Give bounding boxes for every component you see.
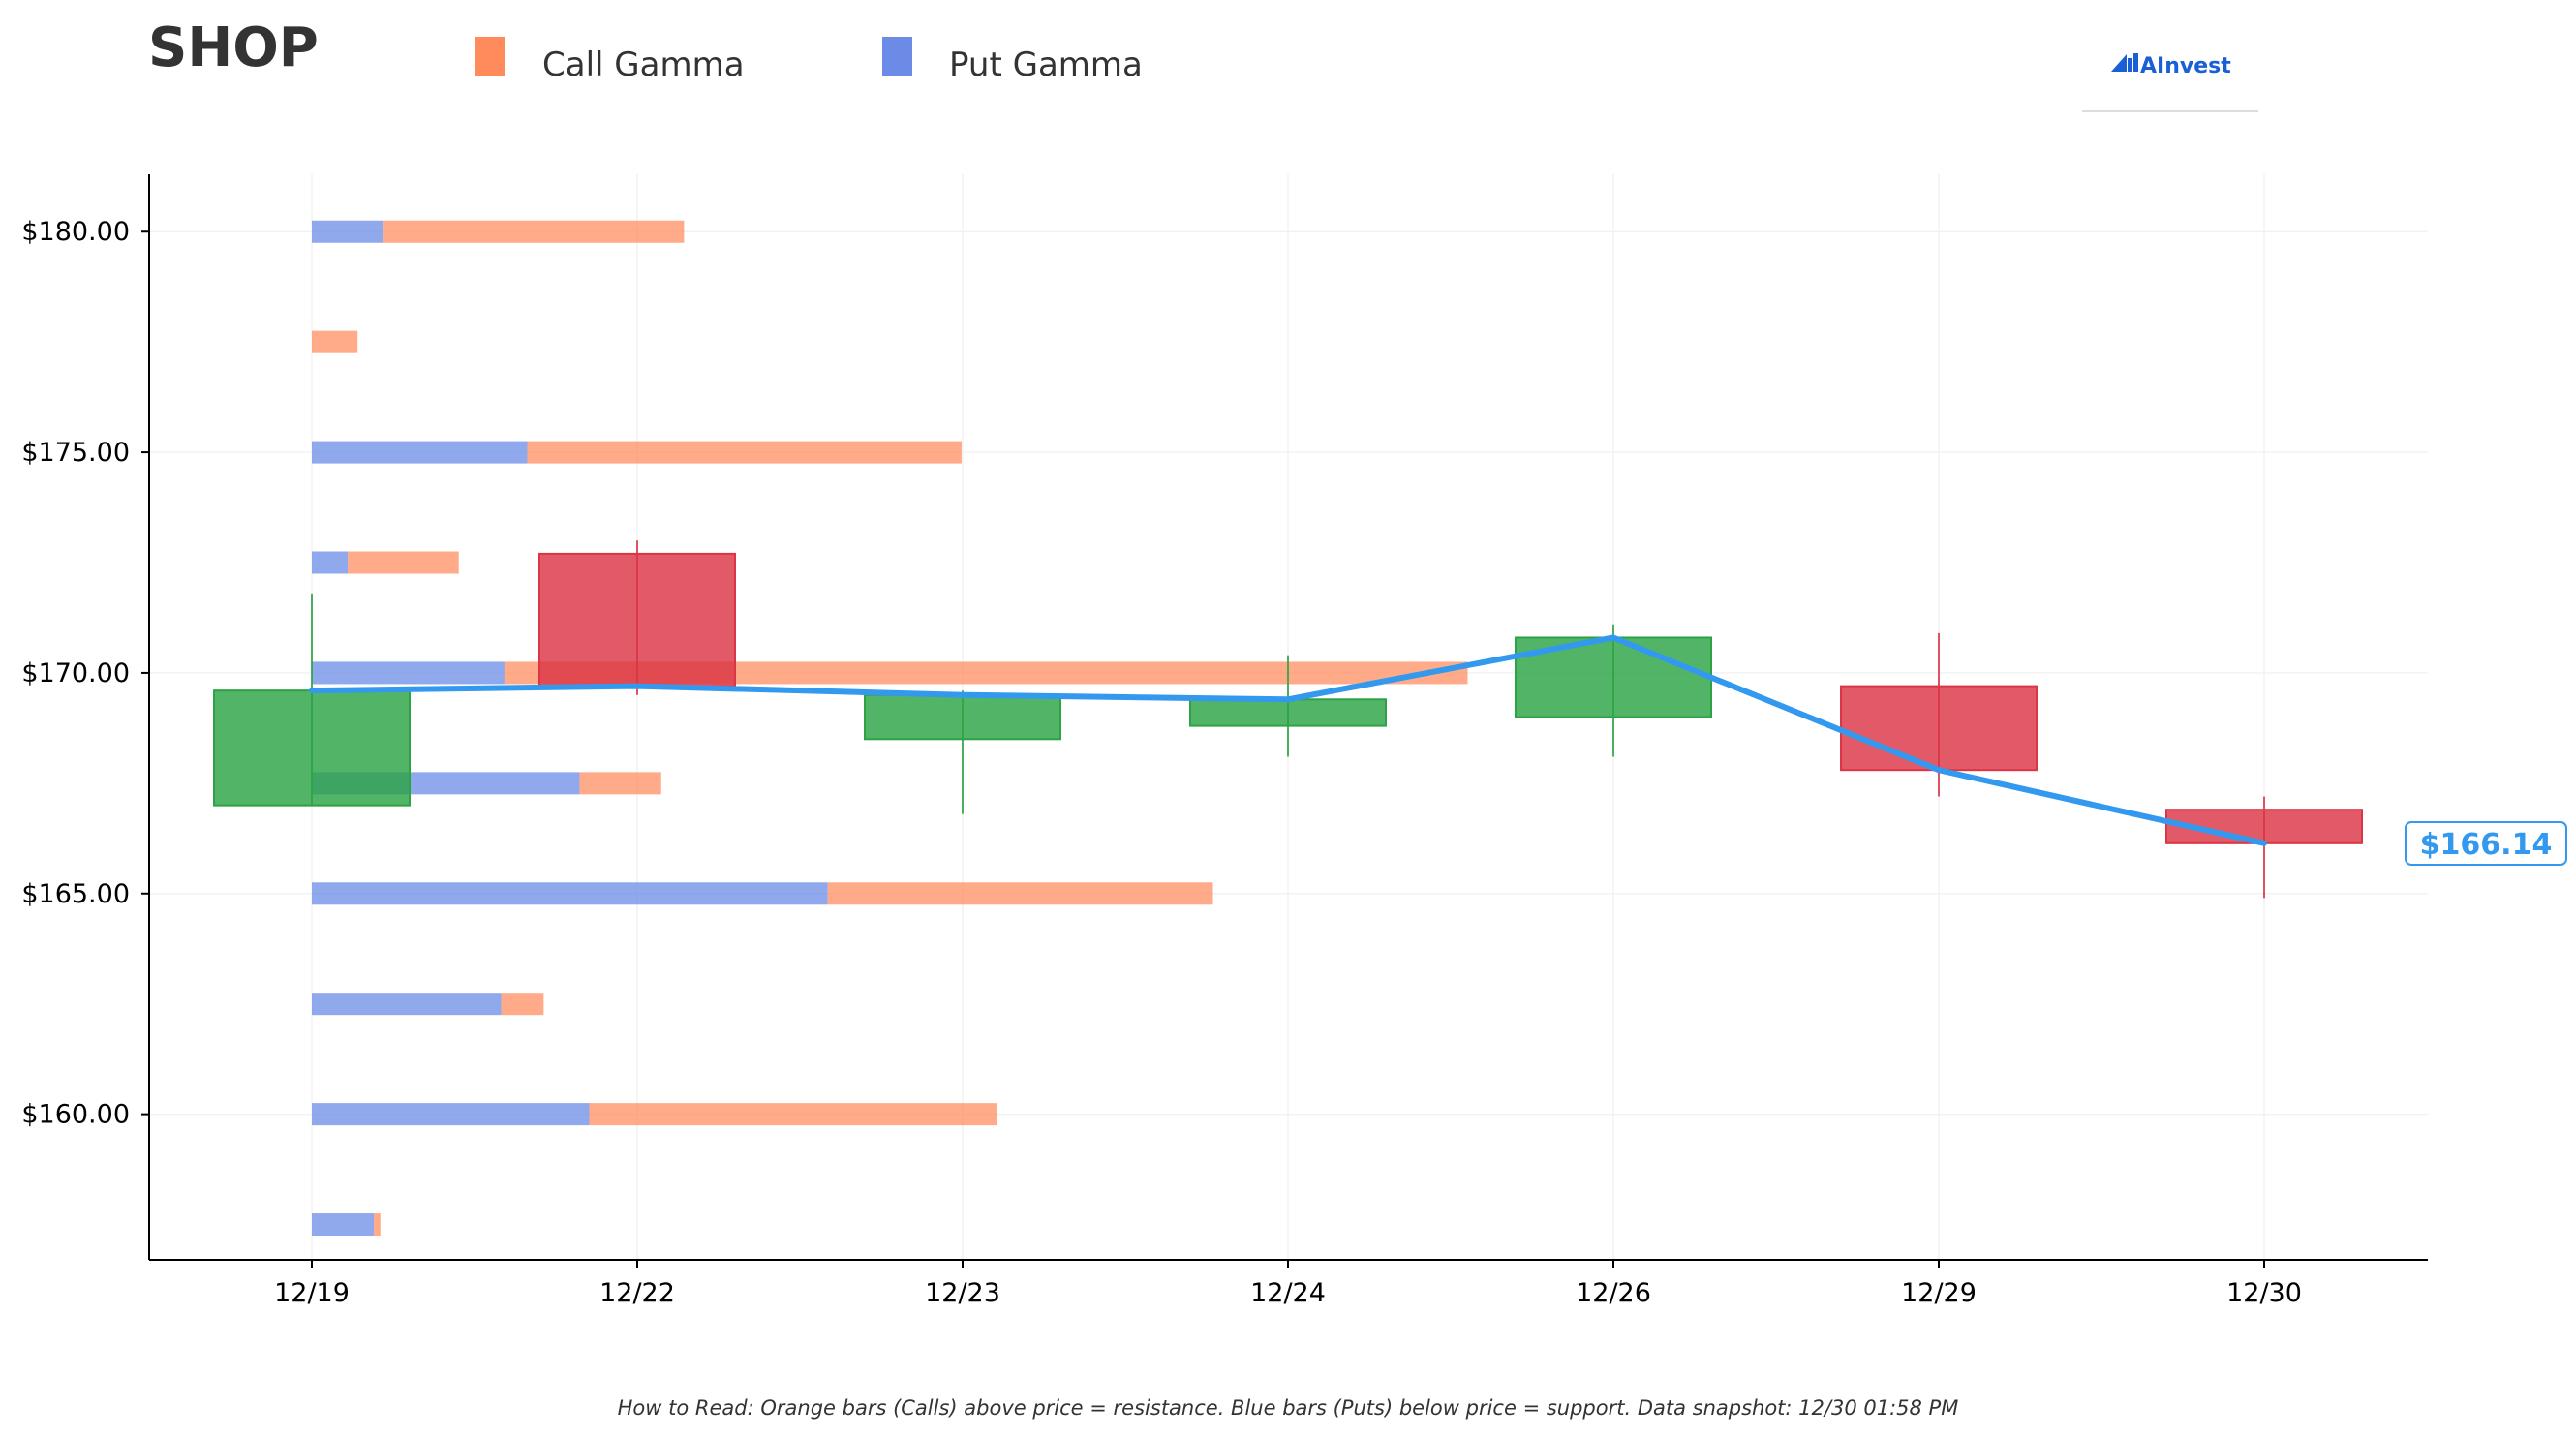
chart-bars-icon: [2111, 53, 2138, 72]
x-axis-ticks: 12/19 12/22 12/23 12/24 12/26 12/29 12/30: [274, 1260, 2302, 1308]
y-tick-label: $160.00: [21, 1100, 130, 1130]
candle-body: [1840, 685, 2038, 772]
candle-body: [864, 693, 1061, 741]
put-gamma-bar: [312, 220, 384, 243]
x-tick-label: 12/26: [1576, 1278, 1651, 1308]
candle: [1840, 632, 2038, 797]
footer-note: How to Read: Orange bars (Calls) above p…: [618, 1396, 1959, 1420]
x-tick-label: 12/23: [925, 1278, 1000, 1308]
legend-put-label: Put Gamma: [949, 46, 1143, 84]
call-gamma-bar: [504, 661, 1468, 685]
call-gamma-bar: [312, 330, 358, 353]
y-tick-label: $180.00: [21, 217, 130, 247]
call-gamma-bar: [501, 993, 544, 1016]
close-line: [309, 634, 2267, 846]
call-gamma-bar: [579, 772, 661, 795]
x-tick-label: 12/30: [2226, 1278, 2302, 1308]
x-tick-label: 12/29: [1901, 1278, 1977, 1308]
call-gamma-bar: [827, 882, 1213, 905]
legend-put-swatch: [882, 37, 912, 76]
y-tick-label: $165.00: [21, 879, 130, 909]
candle-body: [538, 552, 736, 688]
put-gamma-bar: [312, 1103, 590, 1126]
put-gamma-bar: [312, 1213, 375, 1237]
put-gamma-bar: [312, 993, 502, 1016]
put-gamma-bar: [312, 551, 349, 574]
put-gamma-bar: [312, 441, 528, 464]
put-gamma-bar: [312, 882, 828, 905]
y-axis-ticks: $160.00 $165.00 $170.00 $175.00 $180.00: [21, 217, 149, 1130]
brand-logo: AInvest: [2082, 53, 2258, 112]
gamma-bars: [312, 220, 1468, 1237]
logo-text: AInvest: [2140, 54, 2231, 78]
call-gamma-bar: [527, 441, 962, 464]
current-price-text: $166.14: [2420, 828, 2553, 862]
y-tick-label: $170.00: [21, 658, 130, 688]
call-gamma-bar: [589, 1103, 997, 1126]
candle: [864, 690, 1061, 814]
y-tick-label: $175.00: [21, 438, 130, 468]
candle-body: [1189, 698, 1387, 727]
put-gamma-bar: [312, 661, 505, 685]
candle: [538, 540, 736, 695]
call-gamma-bar: [374, 1213, 381, 1237]
x-tick-label: 12/19: [274, 1278, 350, 1308]
candle: [213, 593, 411, 807]
call-gamma-bar: [383, 220, 685, 243]
x-tick-label: 12/22: [599, 1278, 675, 1308]
candle-body: [213, 689, 411, 807]
current-price-badge: $166.14: [2405, 821, 2567, 866]
call-gamma-bar: [348, 551, 459, 574]
legend-call-label: Call Gamma: [542, 46, 745, 84]
candle: [2165, 796, 2363, 899]
close-price-line: [309, 634, 2267, 846]
chart-title: SHOP: [148, 16, 319, 79]
candle: [1515, 624, 1712, 757]
legend-call-swatch: [475, 37, 505, 76]
x-tick-label: 12/24: [1250, 1278, 1326, 1308]
